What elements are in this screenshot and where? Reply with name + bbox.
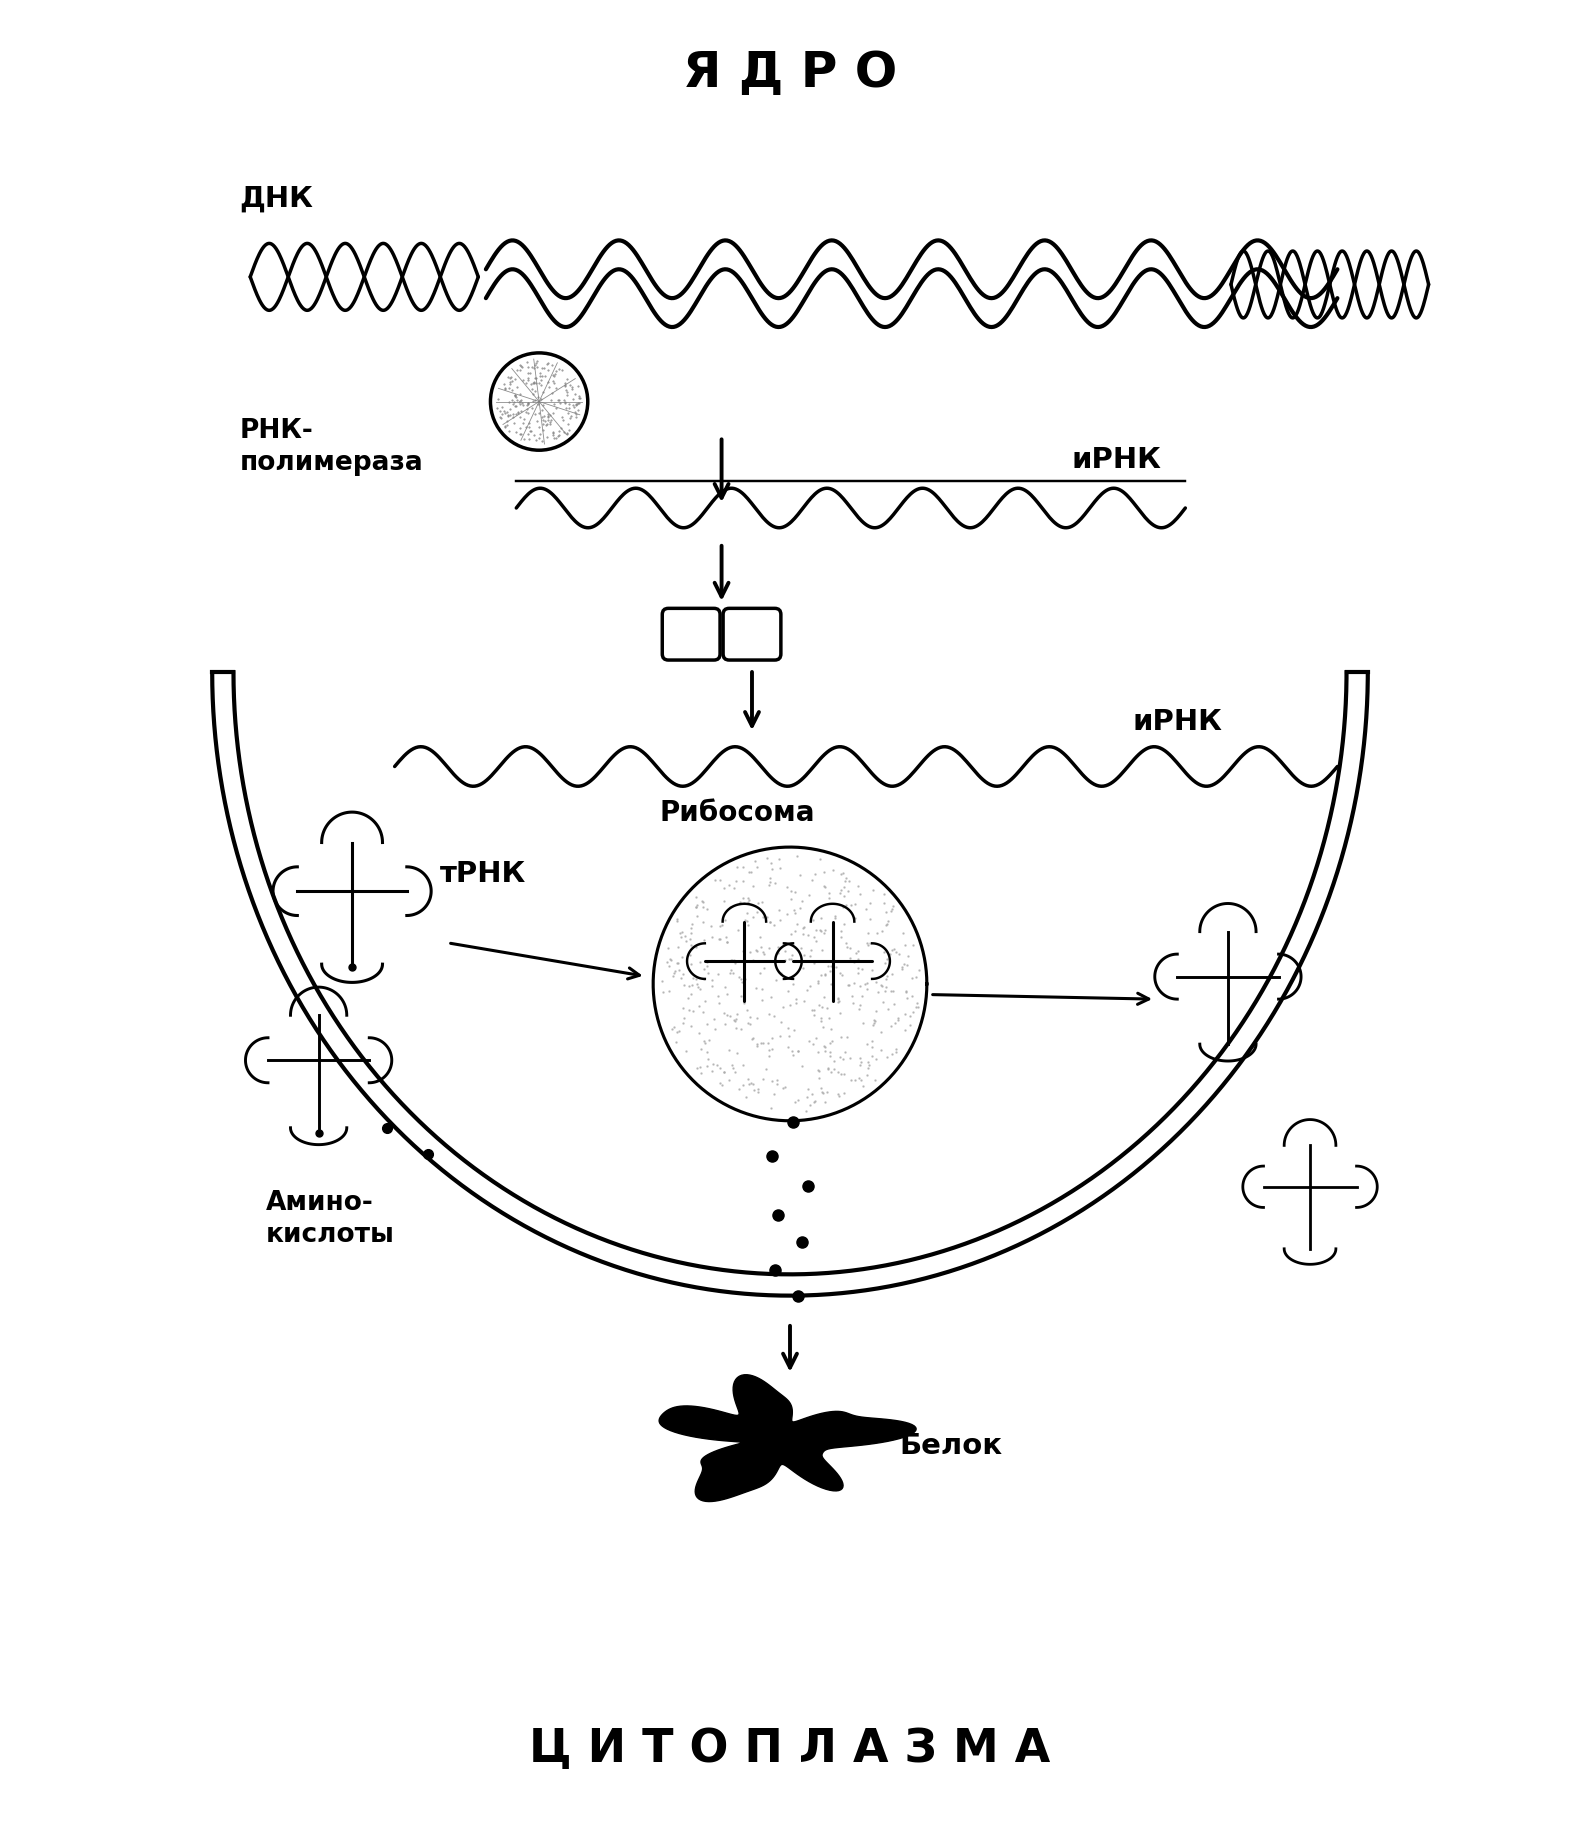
Text: Я Д Р О: Я Д Р О [683,49,897,97]
Text: Рибосома: Рибосома [659,799,815,826]
FancyBboxPatch shape [662,608,720,661]
Text: РНК-
полимераза: РНК- полимераза [240,418,423,476]
Circle shape [490,354,588,451]
Text: тРНК: тРНК [441,859,526,887]
Text: иРНК: иРНК [1071,445,1161,474]
Polygon shape [659,1376,916,1502]
FancyBboxPatch shape [724,608,781,661]
Text: иРНК: иРНК [1133,707,1221,735]
Text: Ц И Т О П Л А З М А: Ц И Т О П Л А З М А [529,1726,1051,1772]
Text: ДНК: ДНК [240,185,313,213]
Text: Амино-
кислоты: Амино- кислоты [265,1189,395,1248]
Text: Белок: Белок [899,1431,1003,1458]
